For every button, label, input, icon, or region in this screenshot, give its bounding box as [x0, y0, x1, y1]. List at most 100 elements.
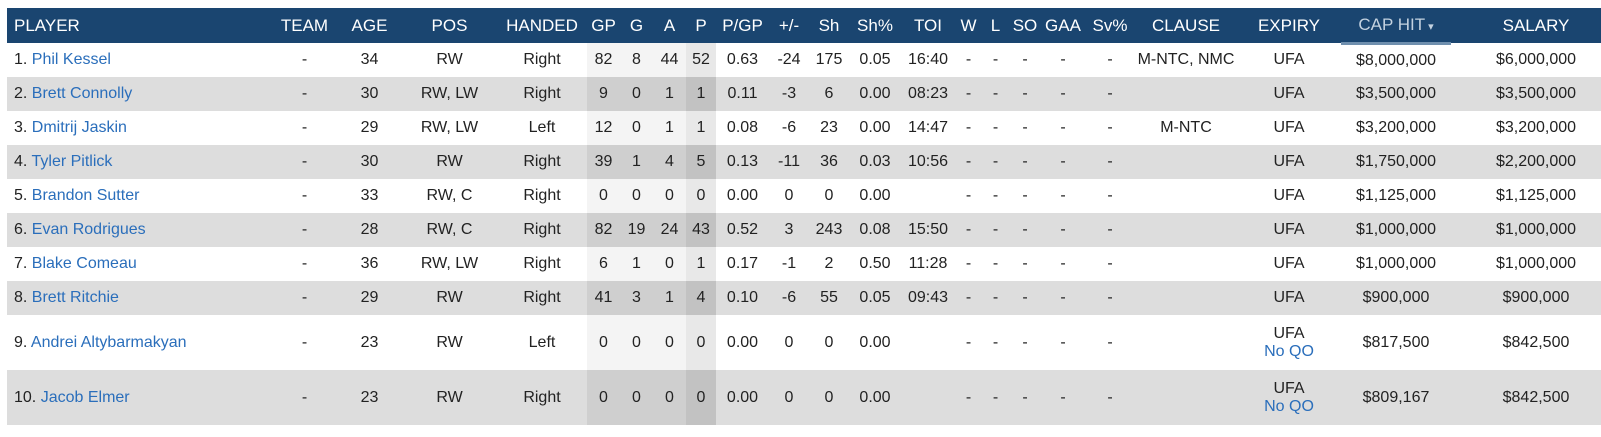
cell-sh: 0 [824, 333, 834, 351]
player-cap-table: PLAYER TEAM AGE POS HANDED GP G A P P/GP… [7, 8, 1601, 425]
col-header-clause[interactable]: CLAUSE [1151, 15, 1221, 35]
cell-gp: 6 [587, 247, 620, 281]
cell-shp: 0.08 [859, 221, 891, 238]
player-cell: 8. Brett Ritchie [7, 281, 272, 315]
col-header-age[interactable]: AGE [351, 15, 388, 35]
col-header-gaa[interactable]: GAA [1045, 15, 1081, 35]
col-header-team[interactable]: TEAM [280, 15, 329, 35]
cell-g: 1 [620, 145, 653, 179]
cell-so: - [1022, 153, 1028, 170]
cell-svp: - [1107, 221, 1113, 238]
col-header-pgp[interactable]: P/GP [722, 15, 763, 35]
expiry-status: UFA [1273, 187, 1305, 204]
cell-pm: 0 [784, 187, 794, 204]
cell-pm: -11 [778, 153, 800, 170]
cell-svp: - [1107, 187, 1113, 204]
table-row: 8. Brett Ritchie - 29 RW Right 41 3 1 4 0.10 -6 55 0… [7, 281, 1601, 315]
cell-sh: 0 [824, 388, 834, 406]
cell-l: - [992, 119, 999, 136]
player-link[interactable]: Andrei Altybarmakyan [30, 333, 187, 351]
cell-expiry: UFA [1237, 247, 1341, 281]
cell-gp: 82 [587, 43, 620, 77]
cell-expiry: UFA [1237, 111, 1341, 145]
cell-g: 8 [620, 43, 653, 77]
cell-cap-hit: $1,000,000 [1355, 255, 1437, 272]
cell-sh: 23 [820, 119, 838, 136]
player-link[interactable]: Evan Rodrigues [31, 221, 146, 238]
cell-so: - [1022, 85, 1028, 102]
cell-cap-hit: $809,167 [1362, 388, 1430, 406]
col-header-toi[interactable]: TOI [913, 15, 943, 35]
cell-gaa: - [1060, 153, 1066, 170]
cell-sh: 2 [824, 255, 834, 272]
cell-pm: 0 [784, 333, 794, 351]
cell-w: - [965, 153, 972, 170]
player-link[interactable]: Dmitrij Jaskin [31, 119, 127, 136]
player-rank: 5. [14, 187, 28, 204]
player-cell: 1. Phil Kessel [7, 43, 272, 77]
col-header-handed[interactable]: HANDED [506, 15, 578, 35]
cell-salary: $1,000,000 [1495, 255, 1577, 272]
col-header-w[interactable]: W [960, 15, 977, 35]
cell-team: - [301, 289, 308, 306]
cell-expiry: UFA No QO [1237, 315, 1341, 370]
col-header-cap-hit[interactable]: CAP HIT ▾ [1341, 8, 1451, 45]
player-link[interactable]: Jacob Elmer [40, 388, 130, 406]
cell-so: - [1022, 255, 1028, 272]
player-rank: 10. [14, 388, 37, 406]
cell-expiry: UFA No QO [1237, 370, 1341, 425]
cell-toi: 11:28 [908, 255, 948, 272]
cell-handed: Right [523, 388, 561, 406]
cell-so: - [1022, 187, 1028, 204]
cell-svp: - [1107, 289, 1113, 306]
cell-sh: 243 [815, 221, 843, 238]
cell-salary: $842,500 [1502, 333, 1570, 351]
cell-a: 1 [653, 281, 686, 315]
player-link[interactable]: Brett Connolly [31, 85, 133, 102]
cell-w: - [965, 289, 972, 306]
cell-l: - [992, 187, 999, 204]
player-link[interactable]: Brandon Sutter [31, 187, 140, 204]
cell-g: 1 [620, 247, 653, 281]
col-header-salary[interactable]: SALARY [1502, 15, 1570, 35]
cell-so: - [1022, 51, 1028, 68]
cell-cap-hit: $1,000,000 [1355, 221, 1437, 238]
col-header-gp[interactable]: GP [591, 15, 616, 35]
cell-team: - [301, 51, 308, 68]
col-header-sh-pct[interactable]: Sh% [857, 15, 893, 35]
cell-clause [1135, 77, 1237, 111]
col-header-so[interactable]: SO [1012, 15, 1038, 35]
col-header-p[interactable]: P [695, 15, 707, 35]
col-header-sh[interactable]: Sh [818, 15, 840, 35]
player-cell: 3. Dmitrij Jaskin [7, 111, 272, 145]
table-row: 5. Brandon Sutter -33 RW, C Right 0 0 0 0 0.00 0 0… [7, 179, 1601, 213]
cell-pm: -1 [781, 255, 797, 272]
player-link[interactable]: Tyler Pitlick [31, 153, 113, 170]
no-qo-link[interactable]: No QO [1264, 342, 1314, 360]
col-header-sv-pct[interactable]: Sv% [1092, 15, 1128, 35]
cell-clause: M-NTC [1160, 119, 1212, 136]
cell-pgp: 0.11 [727, 85, 758, 102]
col-header-pos[interactable]: POS [431, 15, 468, 35]
col-header-a[interactable]: A [663, 15, 676, 35]
cell-pos: RW, LW [420, 119, 479, 136]
cell-age: 29 [360, 119, 379, 136]
cell-handed: Right [523, 85, 561, 102]
col-header-g[interactable]: G [629, 15, 644, 35]
player-link[interactable]: Phil Kessel [31, 51, 111, 68]
col-header-player[interactable]: PLAYER [14, 15, 80, 35]
col-header-expiry[interactable]: EXPIRY [1257, 15, 1321, 35]
cell-g: 19 [620, 213, 653, 247]
cell-salary: $3,200,000 [1495, 119, 1577, 136]
col-header-plus-minus[interactable]: +/- [778, 15, 800, 35]
player-rank: 3. [14, 119, 28, 136]
no-qo-link[interactable]: No QO [1264, 397, 1314, 415]
cell-gp: 12 [587, 111, 620, 145]
col-header-l[interactable]: L [990, 15, 1001, 35]
player-link[interactable]: Blake Comeau [31, 255, 137, 272]
cell-gaa: - [1060, 51, 1066, 68]
cell-pgp: 0.08 [726, 119, 759, 136]
player-link[interactable]: Brett Ritchie [31, 289, 119, 306]
player-cell: 2. Brett Connolly [7, 77, 272, 111]
cell-pos: RW, LW [420, 85, 479, 102]
